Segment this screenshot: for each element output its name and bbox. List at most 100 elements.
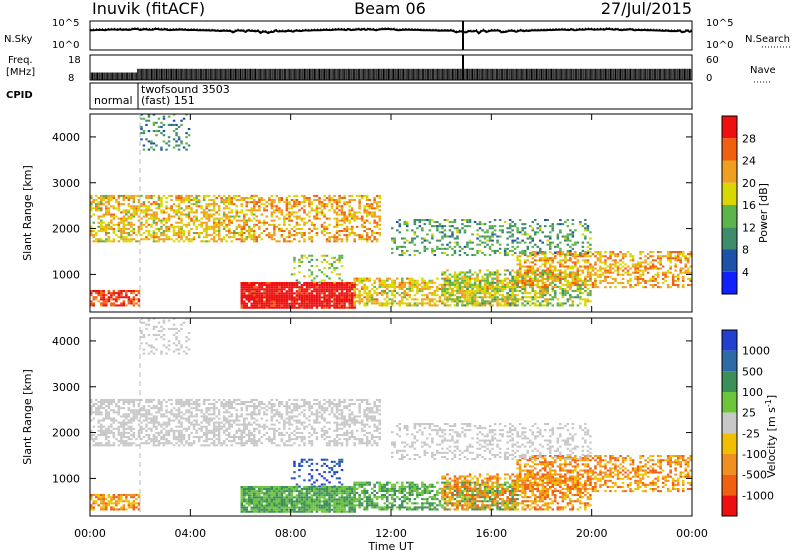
power-cell [360,215,364,218]
power-cell [253,203,256,206]
power-cell [340,256,344,259]
power-cell [687,267,690,270]
power-cell [418,225,422,228]
power-cell [566,282,570,285]
power-cell [298,203,301,206]
power-cell [443,287,447,290]
power-cell [130,230,133,233]
power-cell [90,209,93,212]
power-cell [589,275,592,278]
power-cell [155,236,158,239]
power-cell [491,298,494,301]
power-cell [574,243,577,246]
power-cell [172,227,176,230]
velocity-cell [102,444,106,447]
power-cell [529,252,532,255]
power-cell [305,292,309,295]
power-cell [310,296,314,299]
power-cell [521,229,524,232]
power-cell [561,275,565,278]
power-cell [160,234,163,237]
power-cell [569,239,572,242]
power-cell [323,221,326,224]
power-cell [185,194,188,197]
power-cell [431,285,434,288]
power-cell [674,279,677,282]
power-cell [526,300,530,303]
power-cell [202,230,206,233]
power-cell [245,213,249,216]
power-cell [283,294,286,297]
power-cell [358,279,361,282]
power-cell [288,211,291,214]
power-cell [431,298,434,301]
power-cell [461,223,464,226]
power-cell [122,219,126,222]
power-cell [358,298,361,301]
power-cell [340,279,344,282]
power-cell [313,304,316,307]
power-cell [677,257,680,260]
power-cell [476,233,479,236]
power-cell [529,282,532,285]
power-cell [333,281,336,284]
power-cell [243,300,246,303]
power-cell [162,140,166,143]
power-cell [358,203,361,206]
power-cell [122,232,126,235]
power-cell [102,292,106,295]
power-cell [130,240,133,243]
power-cell [142,130,146,133]
power-cell [250,294,254,297]
power-cell [280,300,284,303]
power-cell [496,285,499,288]
power-cell [378,219,382,222]
power-cell [358,207,361,210]
power-cell [671,251,675,254]
power-cell [544,263,547,266]
power-cell [293,298,296,301]
power-cell [463,281,467,284]
power-cell [594,251,597,254]
power-cell [343,284,346,287]
power-cell [569,296,572,299]
power-cell [426,285,429,288]
power-cell [441,225,444,228]
power-cell [320,288,324,291]
power-cell [225,213,228,216]
power-cell [260,238,264,241]
power-cell [579,290,582,293]
power-cell [428,221,432,224]
power-cell [212,194,216,197]
power-cell [132,296,136,299]
power-cell [373,300,376,303]
power-cell [591,267,595,270]
power-cell [493,300,497,303]
power-cell [310,271,314,274]
power-cell [345,306,349,309]
power-cell [541,259,545,262]
power-cell [571,233,575,236]
power-cell [576,271,580,274]
power-cell [288,298,291,301]
power-cell [152,221,156,224]
power-cell [308,199,311,202]
power-cell [92,221,96,224]
power-cell [541,282,545,285]
power-cell [576,287,580,290]
power-cell [396,285,399,288]
power-cell [323,300,326,303]
power-cell [110,215,113,218]
power-cell [303,292,306,295]
power-cell [338,282,341,285]
power-cell [207,209,211,212]
power-cell [441,287,444,290]
power-cell [295,205,299,208]
power-cell [308,197,311,200]
power-cell [566,243,570,246]
power-cell [559,292,562,295]
power-cell [185,199,188,202]
power-cell [303,300,306,303]
power-cell [170,207,173,210]
power-cell [248,236,251,239]
